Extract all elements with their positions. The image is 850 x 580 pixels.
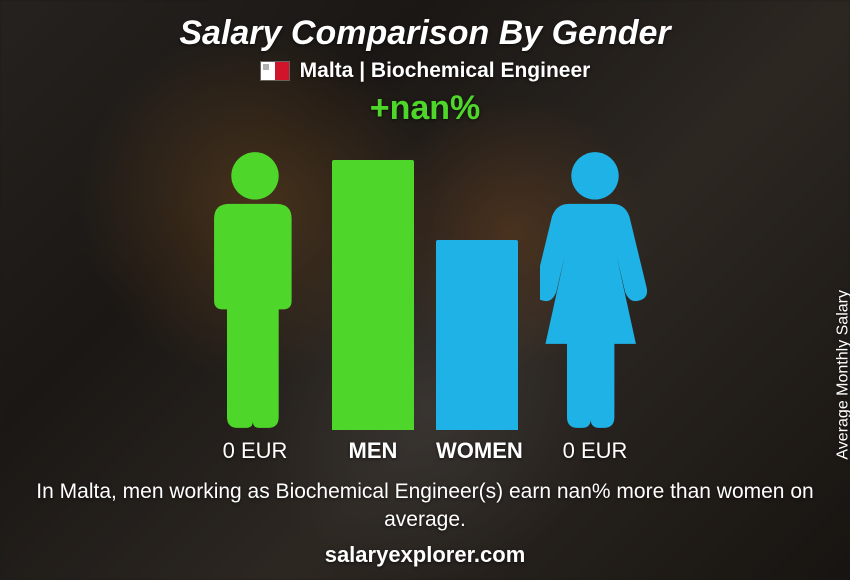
women-bar [436,240,518,430]
subhead-text: Malta | Biochemical Engineer [300,59,591,83]
role-name: Biochemical Engineer [371,59,590,82]
women-label: WOMEN [436,438,518,464]
male-icon [200,150,310,430]
caption-text: In Malta, men working as Biochemical Eng… [35,478,815,535]
men-label: MEN [332,438,414,464]
subheading: Malta | Biochemical Engineer [260,59,591,83]
flag-red-half [275,62,289,80]
men-bar [332,160,414,430]
labels-row: 0 EUR MEN WOMEN 0 EUR [200,438,650,464]
country-name: Malta [300,59,354,82]
y-axis-label: Average Monthly Salary [835,290,850,460]
gender-bar-chart [200,130,650,430]
female-icon [540,150,650,430]
men-value: 0 EUR [200,438,310,464]
footer-source: salaryexplorer.com [0,542,850,568]
flag-white-half [261,62,275,80]
separator: | [353,59,371,82]
content-wrapper: Salary Comparison By Gender Malta | Bioc… [0,0,850,580]
delta-label: +nan% [370,89,481,128]
malta-flag-icon [260,61,290,81]
page-title: Salary Comparison By Gender [179,14,670,53]
women-value: 0 EUR [540,438,650,464]
